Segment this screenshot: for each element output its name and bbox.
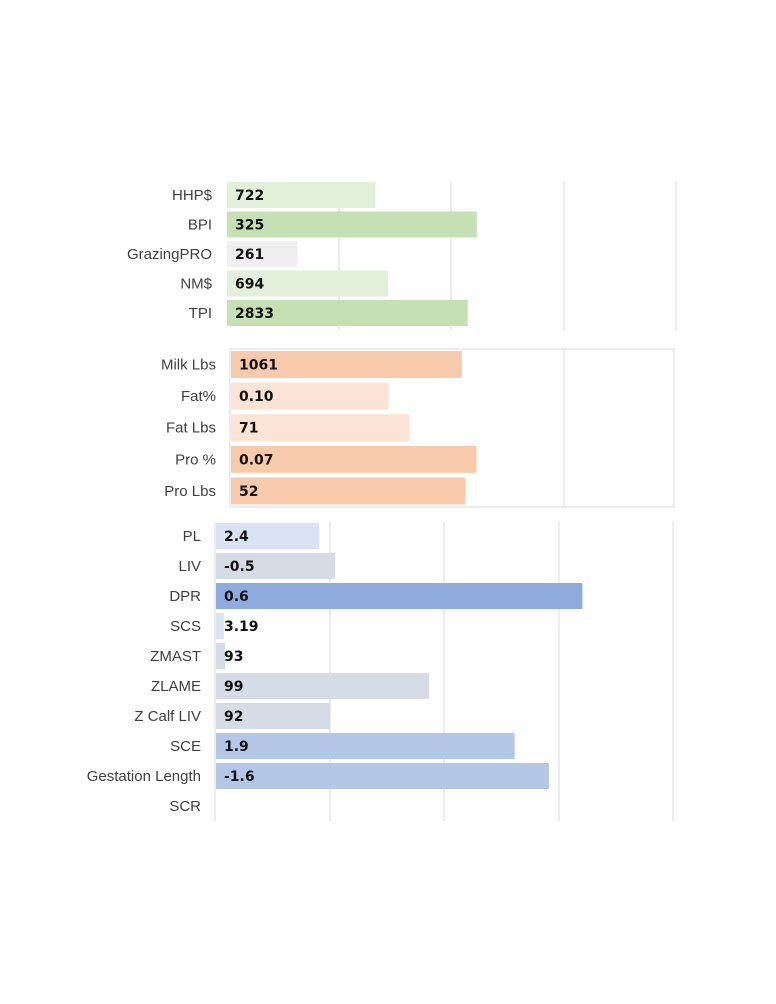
data-label: 93 [224,649,243,665]
bar [216,553,336,579]
plot-frame [229,348,675,508]
data-label: 325 [235,218,264,234]
data-label: 1061 [239,358,278,374]
category-label: SCS [170,618,201,635]
data-label: 99 [224,679,243,695]
category-label: Fat Lbs [166,420,216,437]
data-label: 2.4 [224,529,249,545]
bar [227,270,389,297]
bar [227,182,376,208]
bar [216,703,331,729]
bar [216,643,226,669]
category-label: ZLAME [151,678,201,695]
data-label: 722 [235,188,264,204]
category-label: Fat% [181,388,216,405]
category-label: BPI [188,217,212,234]
bar [216,673,429,699]
data-label: 0.07 [239,452,274,468]
category-label: Pro Lbs [164,483,216,500]
data-label: 261 [235,247,264,263]
data-label: -0.5 [224,559,255,575]
category-label: LIV [178,558,201,575]
category-label: TPI [189,305,212,322]
data-label: 1.9 [224,739,249,755]
bar [227,211,477,238]
category-label: Milk Lbs [161,357,216,374]
data-label: 52 [239,484,258,500]
bar [216,523,320,549]
data-label: 2833 [235,306,274,322]
bar [227,300,468,326]
bar [231,477,465,505]
bar [231,445,477,473]
category-label: DPR [169,588,201,605]
data-label: 0.6 [224,589,249,605]
chart-group-health: PL 2.4 LIV -0.5 DPR 0.6 SCS 3.19 ZMAST 93 ZLAME 99 Z… [87,522,674,821]
bar [231,351,462,378]
data-label: 92 [224,709,243,725]
bar [227,241,298,267]
bar [216,583,583,609]
data-label: 0.10 [239,389,274,405]
data-label: 3.19 [224,619,259,635]
category-label: Gestation Length [87,768,201,785]
bar [231,414,410,442]
chart-group-production: Milk Lbs 1061 Fat% 0.10 Fat Lbs 71 Pro % 0.07 Pr… [161,348,675,508]
category-label: NM$ [180,276,212,293]
bar [216,733,515,759]
category-label: GrazingPRO [127,246,212,263]
category-label: Pro % [175,451,216,468]
category-label: SCR [169,798,201,815]
category-label: HHP$ [172,187,213,204]
category-label: PL [183,528,201,545]
data-label: -1.6 [224,769,255,785]
chart-group-index: HHP$ 722 BPI 325 GrazingPRO 261 NM$ 694 TPI 2833 [127,182,677,330]
data-label: 694 [235,277,264,293]
category-label: ZMAST [150,648,201,665]
bar [216,763,549,789]
data-label: 71 [239,421,258,437]
bar [231,382,389,410]
bar [216,613,224,639]
category-label: SCE [170,738,201,755]
category-label: Z Calf LIV [134,708,201,725]
